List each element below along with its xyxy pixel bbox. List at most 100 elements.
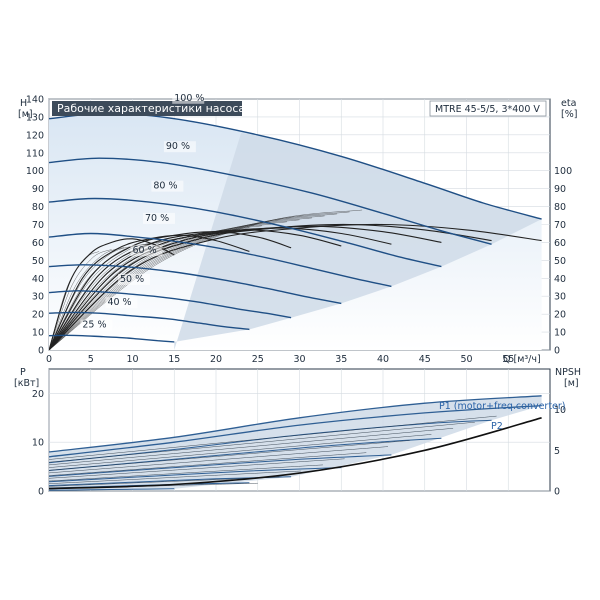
- power-curve: [49, 395, 542, 453]
- power-curve: [49, 419, 492, 464]
- npsh-tick-label: 5: [554, 446, 560, 457]
- y2-tick-label: 10: [554, 328, 566, 339]
- p2-curve-label: P2: [491, 421, 503, 432]
- power-iso-curve: [49, 440, 410, 471]
- speed-label-bg: [163, 141, 196, 153]
- curve-labels: 100 % 90 % 80 % 70 % 60 % 50 % 40 % 25 % P1 (mot…: [80, 92, 566, 432]
- y-tick-label: 50: [32, 256, 44, 267]
- head-curve: [49, 334, 175, 343]
- speed-label: 50 %: [120, 274, 144, 285]
- y2-tick-label: 50: [554, 256, 566, 267]
- y-tick-label: 10: [32, 328, 44, 339]
- y2-tick-label: 60: [554, 238, 566, 249]
- speed-label: 40 %: [107, 297, 131, 308]
- power-tick-label: 10: [32, 438, 44, 449]
- speed-label-bg: [143, 212, 176, 224]
- head-curve: [49, 232, 392, 288]
- power-curve: [49, 437, 442, 471]
- head-curve: [49, 197, 442, 268]
- speed-label-bg: [130, 245, 163, 257]
- operating-envelope: [174, 133, 542, 350]
- efficiency-iso-curve: [49, 249, 112, 350]
- y2-tick-label: 0: [554, 346, 560, 357]
- x-tick-label: 0: [46, 354, 52, 365]
- speed-label-bg: [151, 180, 184, 192]
- y-tick-label: 130: [26, 112, 44, 123]
- speed-label: 70 %: [145, 213, 169, 224]
- x-tick-label: 25: [252, 354, 264, 365]
- speed-label: 100 %: [174, 93, 204, 104]
- power-iso-curve: [49, 452, 367, 476]
- x-tick-label: 15: [168, 354, 180, 365]
- eta-curve: [49, 229, 342, 350]
- pump-model-label: MTRE 45-5/5, 3*400 V: [435, 104, 540, 115]
- head-curve: [49, 290, 292, 319]
- y-tick-label: 30: [32, 292, 44, 303]
- x-tick-label: 55: [502, 354, 514, 365]
- y-tick-label: 70: [32, 220, 44, 231]
- speed-label-bg: [80, 319, 113, 331]
- speed-label-bg: [117, 273, 150, 285]
- x-tick-label: 10: [126, 354, 138, 365]
- head-curve: [49, 157, 492, 245]
- power-tick-label: 20: [32, 389, 44, 400]
- y-axis-title-head: H [м]: [18, 98, 33, 120]
- npsh-tick-label: 0: [554, 487, 560, 498]
- x-tick-label: 30: [293, 354, 305, 365]
- speed-label: 90 %: [166, 141, 190, 152]
- power-iso-curve: [49, 428, 454, 466]
- y-tick-label: 90: [32, 184, 44, 195]
- efficiency-iso-curve: [49, 247, 125, 350]
- eta-curve: [49, 223, 542, 350]
- power-iso-curve: [49, 421, 475, 463]
- y-tick-label: 100: [26, 166, 44, 177]
- y-tick-label: 120: [26, 130, 44, 141]
- y2-tick-label: 20: [554, 310, 566, 321]
- chart-title: Рабочие характеристики насоса: [57, 102, 245, 115]
- y2-tick-label: 90: [554, 184, 566, 195]
- y2-axis-title-eta: eta [%]: [561, 98, 577, 120]
- power-iso-curve: [49, 464, 323, 482]
- x-axis-title-q: Q [м³/ч]: [503, 354, 541, 365]
- power-iso-curve: [49, 434, 432, 468]
- y-tick-label: 110: [26, 148, 44, 159]
- x-tick-label: 45: [419, 354, 431, 365]
- y2-tick-label: 70: [554, 220, 566, 231]
- x-tick-label: 50: [460, 354, 472, 365]
- power-curve: [49, 488, 175, 491]
- head-curve: [49, 311, 250, 331]
- model-box: [429, 100, 547, 117]
- speed-label: 60 %: [133, 245, 157, 256]
- y-tick-label: 80: [32, 202, 44, 213]
- x-tick-label: 20: [210, 354, 222, 365]
- y-tick-label: 20: [32, 310, 44, 321]
- efficiency-iso-curve: [49, 219, 300, 350]
- y2-tick-label: 40: [554, 274, 566, 285]
- power-iso-curve: [49, 446, 389, 474]
- power-curve: [49, 454, 392, 477]
- y-tick-label: 40: [32, 274, 44, 285]
- x-tick-label: 5: [88, 354, 94, 365]
- p1-curve-label: P1 (motor+freq.converter): [439, 401, 566, 412]
- y-tick-label: 140: [26, 95, 44, 106]
- y2-axis-title-npsh: NPSH [м]: [555, 367, 581, 389]
- y-axis-title-power: P [кВт]: [14, 367, 39, 389]
- power-iso-curve: [49, 470, 302, 484]
- head-chart-plot: [49, 112, 542, 350]
- x-tick-label: 35: [335, 354, 347, 365]
- speed-label-bg: [105, 297, 138, 309]
- eta-curve: [49, 238, 175, 350]
- npsh-tick-label: 10: [554, 405, 566, 416]
- axis-ticks: 0 5 10 15 20 25 30 35 40 45 50 55010203040506070809…: [26, 95, 572, 498]
- npsh-curve: [49, 417, 542, 490]
- head-curve: [49, 264, 342, 305]
- speed-label: 80 %: [153, 181, 177, 192]
- y-tick-label: 0: [38, 346, 44, 357]
- y2-tick-label: 80: [554, 202, 566, 213]
- speed-label-bg: [172, 92, 205, 104]
- power-iso-curve: [49, 458, 345, 479]
- y-tick-label: 60: [32, 238, 44, 249]
- title-box: [52, 101, 242, 116]
- power-chart-plot: [49, 395, 542, 491]
